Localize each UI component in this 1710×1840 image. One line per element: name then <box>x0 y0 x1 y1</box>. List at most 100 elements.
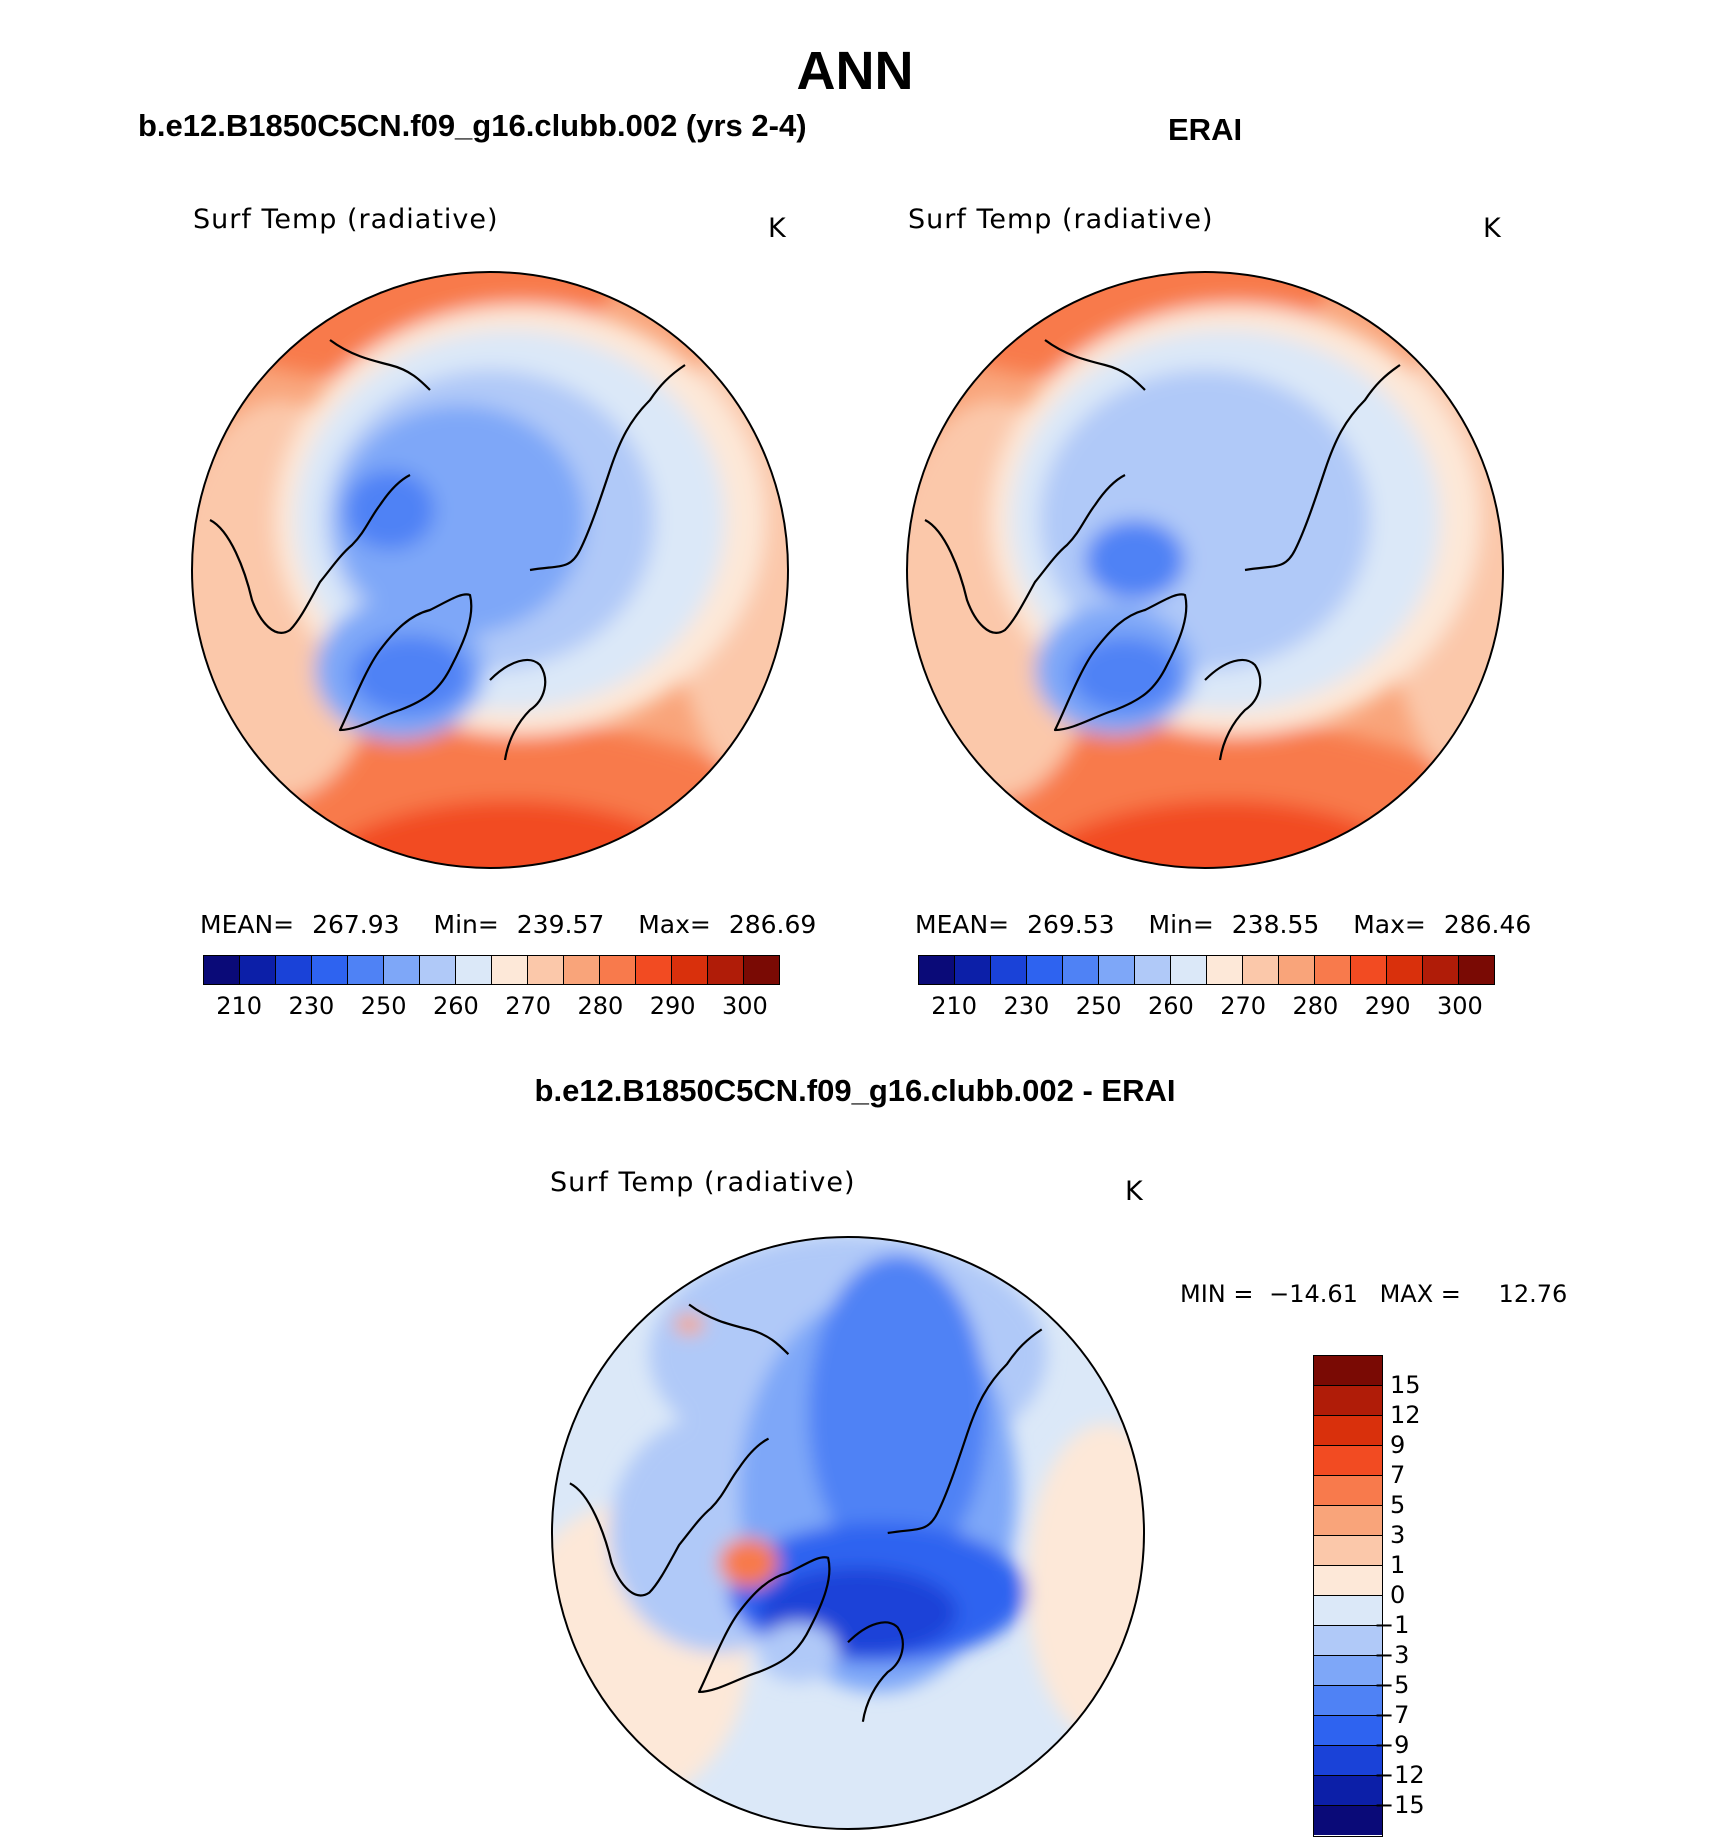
model-colorbar-box-4 <box>348 956 384 984</box>
diff-panel-header: b.e12.B1850C5CN.f09_g16.clubb.002 - ERAI <box>534 1073 1176 1108</box>
model-colorbar-box-11 <box>600 956 636 984</box>
obs-units-label: K <box>1483 213 1502 244</box>
diff-colorbar-box-8 <box>1314 1596 1382 1626</box>
obs-max-value: 286.46 <box>1443 910 1532 939</box>
obs-max-label: Max= <box>1353 910 1426 939</box>
obs-colorbar-box-8 <box>1207 956 1243 984</box>
model-colorbar-box-10 <box>564 956 600 984</box>
diff-coast-canada <box>569 1437 770 1597</box>
model-colorbar-box-6 <box>420 956 456 984</box>
obs-mean-value: 269.53 <box>1027 910 1115 939</box>
diff-colorbar-tick-label: 1 <box>1390 1551 1406 1579</box>
diff-colorbar-tick-label: 15 <box>1390 1371 1421 1399</box>
diff-colorbar-box-7 <box>1314 1566 1382 1596</box>
diff-colorbar-tick-label: 9 <box>1390 1431 1406 1459</box>
diff-coast-russia <box>887 1328 1043 1535</box>
model-colorbar-box-5 <box>384 956 420 984</box>
model-colorbar-tick-label: 230 <box>288 992 335 1020</box>
model-colorbar-box-12 <box>636 956 672 984</box>
diff-colorbar-tick-label: −7 <box>1374 1701 1410 1729</box>
model-colorbar <box>203 955 780 985</box>
model-max-label: Max= <box>638 910 711 939</box>
diff-min-value: −14.61 <box>1269 1280 1358 1308</box>
obs-polar-map <box>906 271 1504 869</box>
model-min-label: Min= <box>433 910 499 939</box>
diff-colorbar-tick-label: 5 <box>1390 1491 1406 1519</box>
obs-colorbar-box-7 <box>1171 956 1207 984</box>
figure-title: ANN <box>796 41 914 101</box>
obs-min-value: 238.55 <box>1231 910 1320 939</box>
obs-coast-russia <box>1244 364 1401 572</box>
diff-colorbar-tick-label: −3 <box>1374 1641 1410 1669</box>
obs-colorbar-box-11 <box>1315 956 1351 984</box>
model-colorbar-box-13 <box>672 956 708 984</box>
diff-units-label: K <box>1125 1176 1144 1207</box>
model-colorbar-box-9 <box>528 956 564 984</box>
model-colorbar-box-15 <box>744 956 779 984</box>
obs-colorbar-box-15 <box>1459 956 1494 984</box>
obs-colorbar-tick-label: 230 <box>1003 992 1050 1020</box>
model-stats-line: MEAN= 267.93 Min= 239.57 Max= 286.69 <box>200 910 816 939</box>
diff-max-value: 12.76 <box>1498 1280 1568 1308</box>
obs-coast-canada <box>924 474 1126 634</box>
obs-colorbar-box-6 <box>1135 956 1171 984</box>
obs-colorbar-box-3 <box>1027 956 1063 984</box>
diff-polar-map <box>550 1235 1146 1831</box>
model-mean-label: MEAN= <box>200 910 295 939</box>
model-colorbar-tick-label: 270 <box>505 992 552 1020</box>
diff-colorbar-box-15 <box>1314 1806 1382 1835</box>
diff-colorbar-tick-label: −5 <box>1374 1671 1410 1699</box>
diff-colorbar-box-4 <box>1314 1476 1382 1506</box>
diff-coast-greenland <box>697 1556 831 1694</box>
diff-colorbar-box-6 <box>1314 1536 1382 1566</box>
model-coast-canada <box>209 474 411 634</box>
diff-colorbar-box-11 <box>1314 1686 1382 1716</box>
diff-coast-alaska <box>688 1303 790 1355</box>
model-colorbar-box-14 <box>708 956 744 984</box>
model-colorbar-box-0 <box>204 956 240 984</box>
obs-colorbar-tick-label: 260 <box>1147 992 1194 1020</box>
diff-coast-scandinavia <box>847 1621 904 1722</box>
diff-colorbar-box-3 <box>1314 1446 1382 1476</box>
diff-colorbar-box-1 <box>1314 1386 1382 1416</box>
obs-colorbar-tick-label: 280 <box>1292 992 1339 1020</box>
model-colorbar-tick-label: 210 <box>216 992 263 1020</box>
obs-colorbar-box-2 <box>991 956 1027 984</box>
obs-variable-label: Surf Temp (radiative) <box>908 204 1214 235</box>
diff-colorbar-box-12 <box>1314 1716 1382 1746</box>
obs-colorbar-box-0 <box>919 956 955 984</box>
model-colorbar-tick-label: 260 <box>432 992 479 1020</box>
model-colorbar-box-7 <box>456 956 492 984</box>
obs-colorbar-box-10 <box>1279 956 1315 984</box>
diff-colorbar-ticks: 15 12 9 7 5 3 1 0 −1 −3 −5 −7 −9 −12 −15 <box>1374 1355 1470 1835</box>
obs-mean-label: MEAN= <box>915 910 1010 939</box>
diff-colorbar-tick-label: 3 <box>1390 1521 1406 1549</box>
obs-colorbar <box>918 955 1495 985</box>
diff-stats-line: MIN = −14.61 MAX = 12.76 <box>1180 1280 1567 1308</box>
diff-colorbar-tick-label: 7 <box>1390 1461 1406 1489</box>
obs-colorbar-box-12 <box>1351 956 1387 984</box>
model-max-value: 286.69 <box>728 910 817 939</box>
obs-coast-scandinavia <box>1204 658 1262 761</box>
diff-colorbar-tick-label: −1 <box>1374 1611 1410 1639</box>
model-colorbar-tick-label: 290 <box>649 992 696 1020</box>
diff-colorbar-box-2 <box>1314 1416 1382 1446</box>
model-coast-alaska <box>329 339 431 391</box>
diff-colorbar-box-5 <box>1314 1506 1382 1536</box>
obs-colorbar-ticks: 210 230 250 260 270 280 290 300 <box>918 992 1496 1022</box>
model-panel-header: b.e12.B1850C5CN.f09_g16.clubb.002 (yrs 2… <box>138 108 807 143</box>
diff-colorbar-tick-label: −9 <box>1374 1731 1410 1759</box>
diff-colorbar-box-13 <box>1314 1746 1382 1776</box>
model-min-value: 239.57 <box>516 910 605 939</box>
obs-colorbar-tick-label: 290 <box>1364 992 1411 1020</box>
obs-colorbar-box-9 <box>1243 956 1279 984</box>
obs-colorbar-box-13 <box>1387 956 1423 984</box>
obs-colorbar-box-14 <box>1423 956 1459 984</box>
obs-colorbar-box-4 <box>1063 956 1099 984</box>
diff-min-label: MIN = <box>1180 1280 1254 1308</box>
diff-colorbar-box-9 <box>1314 1626 1382 1656</box>
model-polar-map <box>191 271 789 869</box>
model-colorbar-tick-label: 250 <box>360 992 407 1020</box>
model-coast-scandinavia <box>489 658 547 761</box>
model-colorbar-tick-label: 280 <box>577 992 624 1020</box>
